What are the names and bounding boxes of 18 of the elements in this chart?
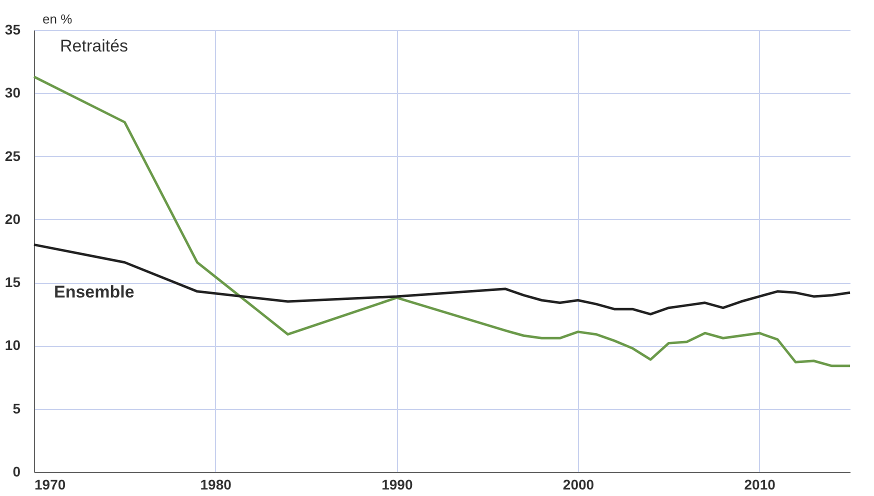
y-tick-label: 5: [12, 400, 21, 416]
y-tick-label: 20: [4, 210, 21, 227]
x-tick-label: 2000: [562, 476, 594, 492]
x-tick-label: 1980: [200, 476, 232, 492]
y-tick-label: 15: [4, 274, 21, 290]
y-tick-label: 10: [4, 337, 21, 354]
x-tick-label: 1990: [382, 476, 413, 492]
y-tick-label: 25: [4, 148, 21, 164]
line-series: [32, 243, 852, 316]
y-tick-label: 0: [12, 464, 21, 480]
y-axis-title: en %: [42, 12, 73, 26]
line-series: [32, 75, 852, 368]
y-tick-label: 35: [4, 22, 21, 38]
x-tick-label: 1970: [34, 476, 66, 492]
series-label: Ensemble: [54, 282, 134, 302]
x-tick-label: 2010: [744, 476, 776, 492]
series-label: Retraités: [60, 36, 128, 56]
y-tick-label: 30: [4, 84, 21, 101]
